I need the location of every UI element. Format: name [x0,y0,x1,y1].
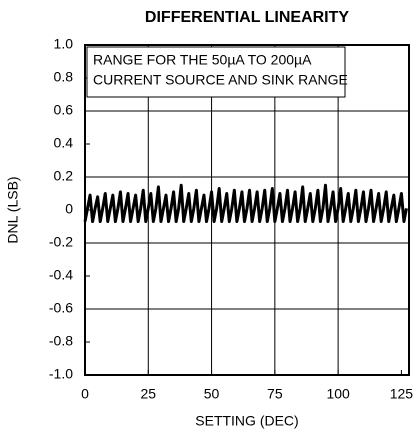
y-axis-label: DNL (LSB) [5,176,21,243]
x-tick-label: 100 [326,386,350,402]
annotation: CURRENT SOURCE AND SINK RANGE [93,72,348,88]
y-tick-label: 0.2 [54,168,74,184]
y-tick-label: 0.8 [54,69,74,85]
y-tick-label: -0.2 [49,234,73,250]
y-tick-label: -0.8 [49,333,73,349]
chart-title: DIFFERENTIAL LINEARITY [145,9,349,26]
y-tick-label: 0 [65,201,73,217]
plot-frame [84,44,410,376]
annotation-box [86,46,346,98]
x-tick-label: 0 [81,386,89,402]
data-line [83,183,408,224]
y-tick-label: -0.6 [49,300,73,316]
y-tick-label: -0.4 [49,267,73,283]
y-tick-label: 0.4 [54,135,74,151]
x-axis-label: SETTING (DEC) [195,413,298,429]
x-tick-label: 125 [390,386,414,402]
x-tick-label: 50 [204,386,220,402]
x-tick-label: 75 [267,386,283,402]
y-tick-label: -1.0 [49,366,73,382]
x-tick-label: 25 [140,386,156,402]
annotation: RANGE FOR THE 50µA TO 200µA [93,52,312,68]
y-tick-label: 0.6 [54,102,74,118]
y-tick-label: 1.0 [54,36,74,52]
